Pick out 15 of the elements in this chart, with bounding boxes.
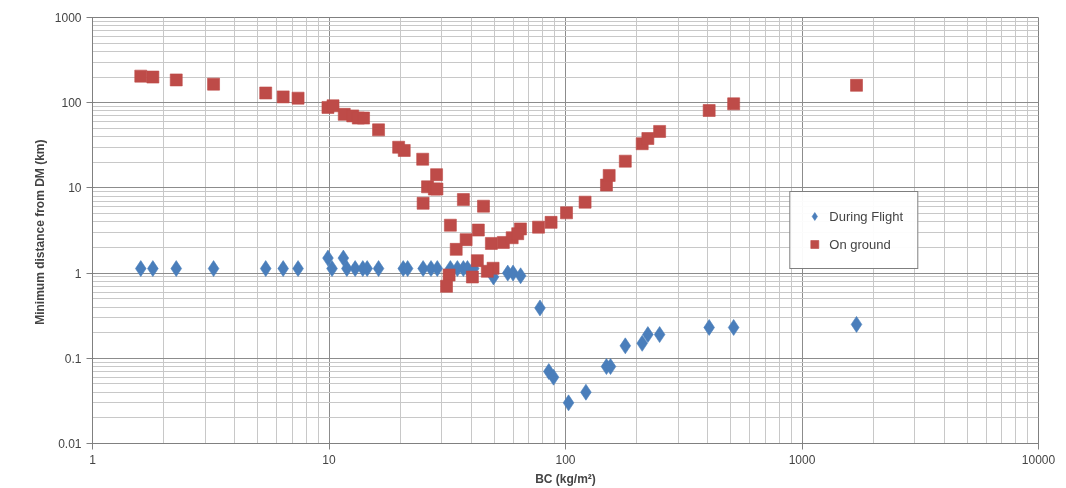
y-tick-label: 0.1 [64, 351, 82, 366]
y-tick-label: 0.01 [58, 437, 82, 451]
y-tick-label: 100 [61, 96, 82, 111]
x-tick-label: 10000 [1021, 452, 1056, 467]
x-axis-title: BC (kg/m²) [535, 471, 596, 486]
y-tick-label: 1 [74, 266, 82, 281]
legend-label: On ground [829, 236, 891, 252]
y-tick-label: 10 [68, 181, 82, 196]
y-axis-title: Minimum distance from DM (km) [32, 139, 47, 325]
x-tick-label: 10 [322, 452, 336, 467]
x-tick-label: 1000 [788, 452, 816, 467]
x-tick-label: 100 [555, 452, 576, 467]
legend-label: During Flight [829, 208, 903, 224]
y-tick-label: 1000 [54, 11, 82, 25]
x-tick-label: 1 [89, 452, 97, 467]
